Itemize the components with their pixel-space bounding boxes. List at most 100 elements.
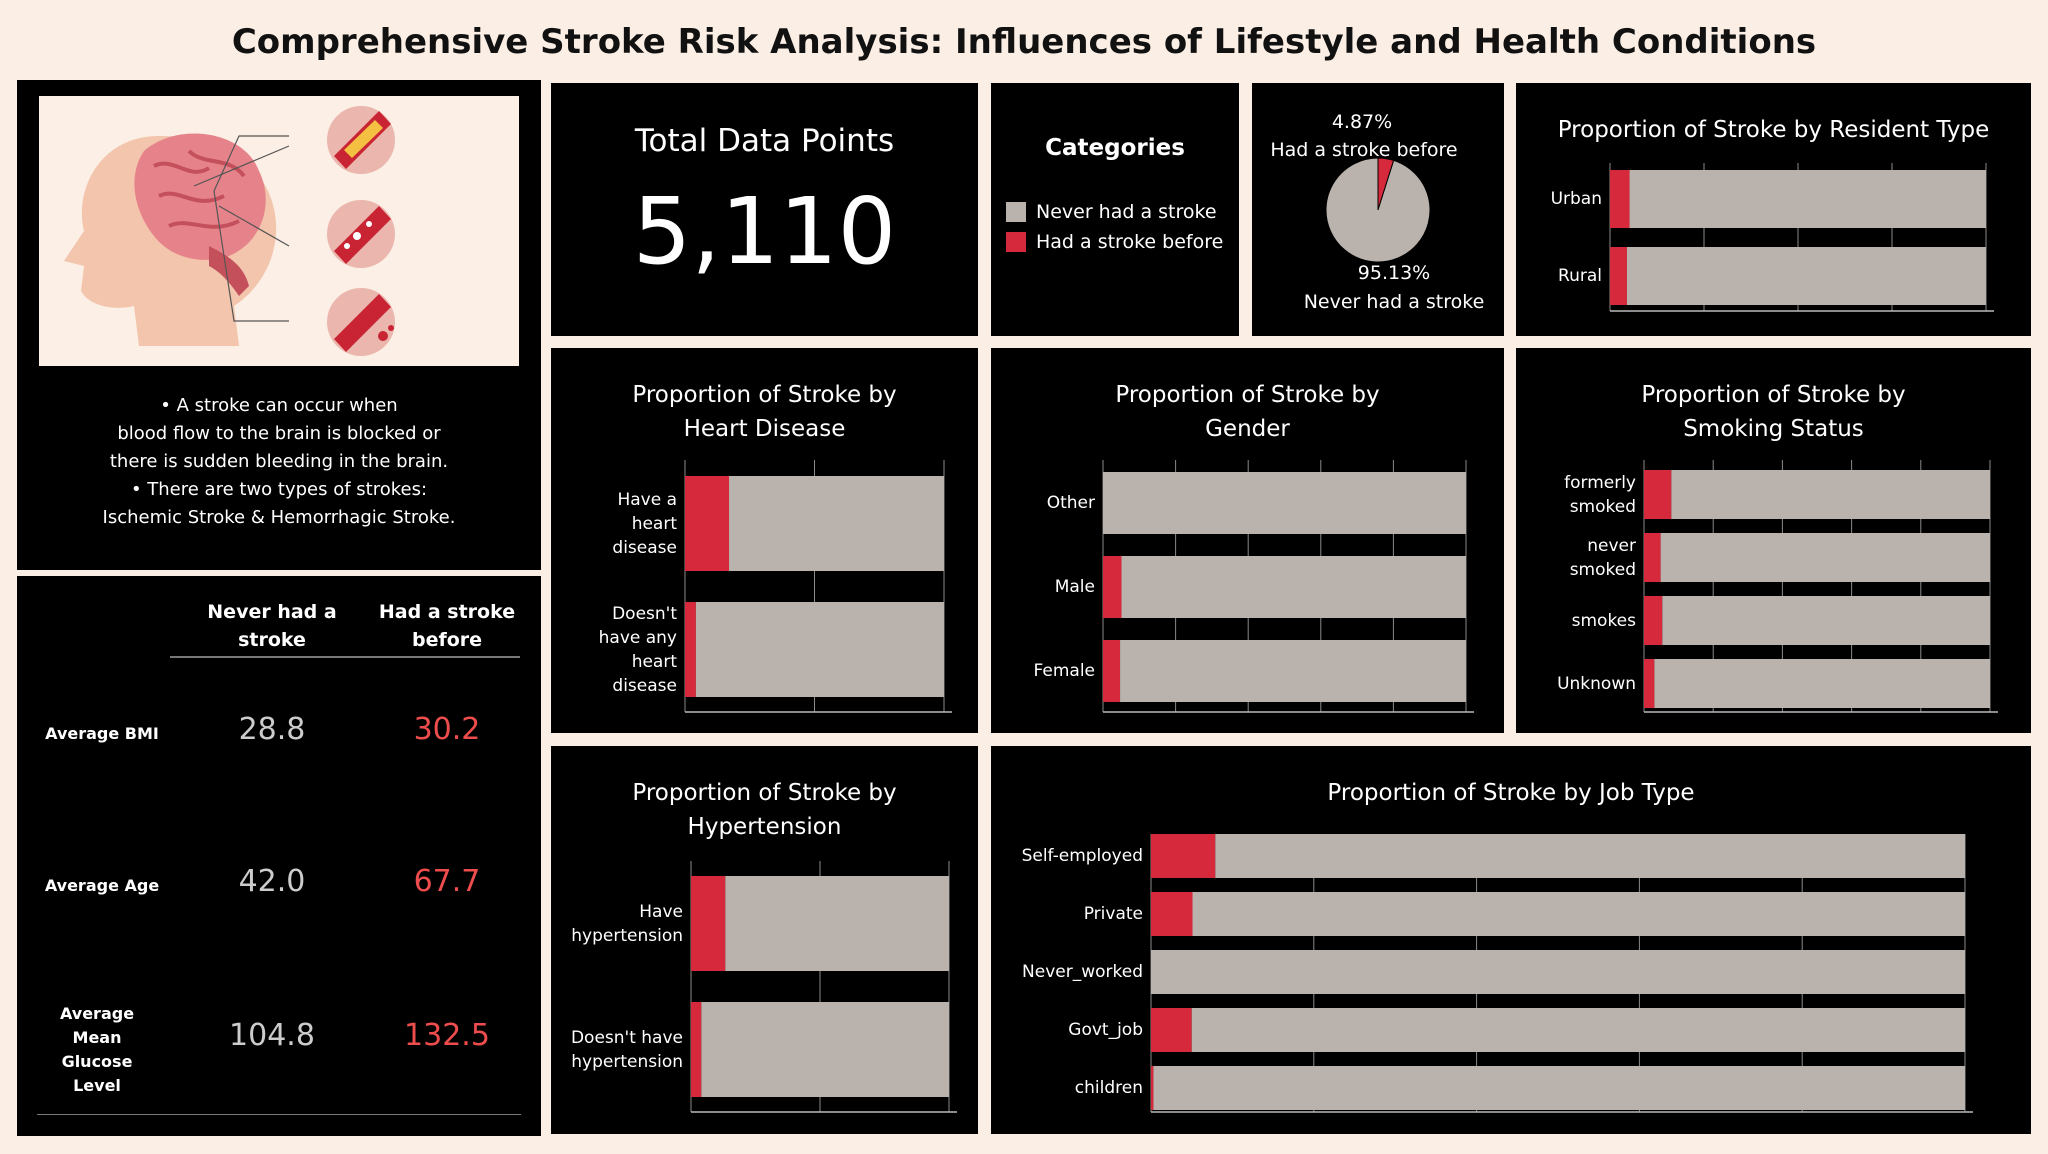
resident-panel: Proportion of Stroke by Resident Type Ur… <box>1516 83 2031 336</box>
brain-artery-illustration <box>39 96 519 366</box>
col-header-never: Never had a stroke <box>207 601 337 651</box>
info-line: • There are two types of strokes: <box>130 479 428 500</box>
category-label: Have hypertension <box>571 901 683 946</box>
pie-panel: 4.87% Had a stroke before 95.13% Never had … <box>1252 83 1504 336</box>
total-value: 5,110 <box>632 178 897 285</box>
info-line: there is sudden bleeding in the brain. <box>109 451 449 472</box>
bar-never-stroke <box>1215 834 1965 878</box>
total-label: Total Data Points <box>634 123 895 159</box>
row-label-age: Average Age <box>44 876 160 895</box>
category-label: Male <box>1054 577 1095 597</box>
bmi-had-value: 30.2 <box>413 712 481 747</box>
bar-never-stroke <box>1191 1008 1965 1052</box>
bar-had-stroke <box>685 476 730 571</box>
heart-chart-title: Proportion of Stroke by Heart Disease <box>601 378 928 446</box>
bar-had-stroke <box>1644 596 1663 645</box>
bar-had-stroke <box>1151 892 1193 936</box>
bar-had-stroke <box>1644 533 1661 582</box>
smoking-panel: Proportion of Stroke by Smoking Status f… <box>1516 348 2031 733</box>
info-line: • A stroke can occur when <box>160 395 398 416</box>
row-label-glucose: Average Mean Glucose Level <box>59 1004 135 1095</box>
bar-never-stroke <box>725 876 949 971</box>
smoking-chart-title: Proportion of Stroke by Smoking Status <box>1606 378 1941 446</box>
footer-divider <box>37 1114 521 1115</box>
bar-never-stroke <box>1153 1066 1965 1110</box>
category-label: Self-employed <box>1021 846 1143 866</box>
bar-never-stroke <box>701 1002 949 1097</box>
info-line: Ischemic Stroke & Hemorrhagic Stroke. <box>102 507 456 528</box>
category-label: smokes <box>1571 610 1636 631</box>
hyper-chart-title-text: Proportion of Stroke by Hypertension <box>632 780 897 840</box>
resident-chart-title: Proportion of Stroke by Resident Type <box>1557 117 1990 143</box>
category-label: Doesn't have hypertension <box>570 1027 683 1072</box>
category-label: Govt_job <box>1068 1020 1143 1040</box>
bar-had-stroke <box>691 1002 702 1097</box>
legend-item-had: Had a stroke before <box>1006 231 1223 253</box>
bar-had-stroke <box>1151 1066 1154 1110</box>
info-panel: • A stroke can occur when blood flow to … <box>17 80 541 570</box>
bar-had-stroke <box>691 876 726 971</box>
hyper-chart-title: Proportion of Stroke by Hypertension <box>601 776 928 844</box>
pie-label-never-pct: 95.13% <box>1358 262 1430 284</box>
col-header-had: Had a stroke before <box>378 601 516 651</box>
category-label: children <box>1074 1078 1143 1098</box>
bar-never-stroke <box>1121 556 1466 618</box>
legend-title: Categories <box>1045 135 1185 161</box>
heart-chart-title-text: Proportion of Stroke by Heart Disease <box>632 382 897 442</box>
age-had-value: 67.7 <box>413 864 481 899</box>
info-line: blood flow to the brain is blocked or <box>117 423 441 444</box>
bar-never-stroke <box>695 602 944 697</box>
glucose-never-value: 104.8 <box>229 1018 315 1053</box>
glucose-had-value: 132.5 <box>404 1018 490 1053</box>
category-label: Private <box>1083 904 1143 924</box>
legend-swatch-had <box>1006 232 1026 252</box>
bar-had-stroke <box>1103 640 1121 702</box>
hyper-chart <box>690 861 957 1113</box>
category-label: Never_worked <box>1022 962 1143 982</box>
hyper-panel: Proportion of Stroke by Hypertension Hav… <box>551 746 978 1134</box>
legend-label-never: Never had a stroke <box>1036 201 1217 223</box>
category-label: never smoked <box>1569 535 1636 580</box>
bar-never-stroke <box>1151 950 1965 994</box>
header-divider <box>170 656 520 658</box>
gender-chart-title-text: Proportion of Stroke by Gender <box>1115 382 1380 442</box>
category-label: Female <box>1033 661 1095 681</box>
legend-panel: Categories Never had a stroke Had a stro… <box>991 83 1239 336</box>
bar-had-stroke <box>1151 834 1216 878</box>
bar-had-stroke <box>1610 247 1627 305</box>
gender-panel: Proportion of Stroke by Gender Other Male… <box>991 348 1504 733</box>
smoking-chart <box>1643 460 1998 713</box>
category-label: Urban <box>1550 189 1602 209</box>
legend-item-never: Never had a stroke <box>1006 201 1223 223</box>
legend-swatch-never <box>1006 202 1026 222</box>
job-panel: Proportion of Stroke by Job Type Self-em… <box>991 746 2031 1134</box>
heart-chart <box>684 460 952 713</box>
info-text: • A stroke can occur when blood flow to … <box>17 392 541 532</box>
bar-had-stroke <box>1151 1008 1192 1052</box>
row-label-bmi: Average BMI <box>45 724 159 743</box>
pie-chart: 4.87% Had a stroke before 95.13% Never had … <box>1270 111 1485 313</box>
pie-label-never: Never had a stroke <box>1304 291 1485 313</box>
heart-panel: Proportion of Stroke by Heart Disease Ha… <box>551 348 978 733</box>
smoking-chart-title-text: Proportion of Stroke by Smoking Status <box>1641 382 1906 442</box>
resident-chart <box>1609 163 1994 312</box>
category-label: Have a heart disease <box>612 489 677 558</box>
pie-label-had: Had a stroke before <box>1270 139 1457 161</box>
total-panel: Total Data Points 5,110 <box>551 83 978 336</box>
bar-never-stroke <box>1629 170 1986 228</box>
job-chart <box>1150 834 1973 1113</box>
bar-never-stroke <box>1103 472 1466 534</box>
bar-never-stroke <box>1192 892 1965 936</box>
stats-table-panel: Never had a stroke Had a stroke before A… <box>17 576 541 1136</box>
bar-never-stroke <box>1654 659 1990 708</box>
bmi-never-value: 28.8 <box>238 712 306 747</box>
bar-never-stroke <box>1671 470 1990 519</box>
gender-chart-title: Proportion of Stroke by Gender <box>1081 378 1414 446</box>
category-label: Other <box>1046 493 1095 513</box>
bar-never-stroke <box>1626 247 1986 305</box>
pie-slice <box>1325 157 1431 263</box>
job-chart-title: Proportion of Stroke by Job Type <box>1327 780 1695 806</box>
bar-never-stroke <box>1662 596 1990 645</box>
category-label: formerly smoked <box>1564 472 1636 517</box>
bar-had-stroke <box>1644 659 1655 708</box>
